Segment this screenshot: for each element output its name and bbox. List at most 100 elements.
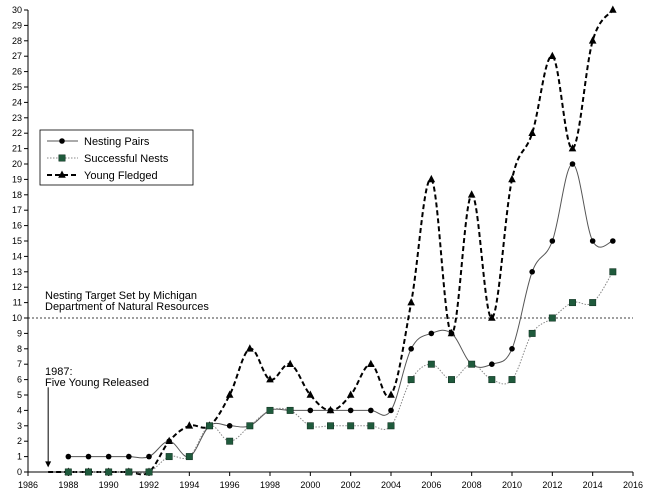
x-tick-label: 1992 <box>139 480 159 490</box>
x-tick-label: 2006 <box>421 480 441 490</box>
data-point <box>347 422 355 430</box>
data-point <box>548 314 556 322</box>
x-tick-label: 2004 <box>381 480 401 490</box>
y-tick-label: 2 <box>17 436 22 446</box>
y-tick-label: 16 <box>12 221 22 231</box>
x-tick-label: 2002 <box>341 480 361 490</box>
data-point <box>488 376 496 384</box>
target-reference-line: Nesting Target Set by MichiganDepartment… <box>28 290 633 319</box>
x-tick-label: 1988 <box>58 480 78 490</box>
data-point <box>408 346 414 352</box>
y-tick-label: 25 <box>12 82 22 92</box>
x-tick-labels: 1986 1988 1990 1992 1994 1996 1998 2000 2002 2004… <box>18 472 643 490</box>
release-annotation: 1987:Five Young Released <box>45 366 149 468</box>
data-point <box>246 344 254 352</box>
y-tick-label: 20 <box>12 159 22 169</box>
data-point <box>468 360 476 368</box>
data-point <box>266 375 274 383</box>
legend-label: Successful Nests <box>84 153 169 165</box>
x-tick-label: 2010 <box>502 480 522 490</box>
y-tick-label: 27 <box>12 51 22 61</box>
data-point <box>347 407 354 414</box>
data-point <box>65 453 72 460</box>
data-point <box>146 453 152 460</box>
data-point <box>407 298 415 306</box>
x-tick-label: 1994 <box>179 480 199 490</box>
data-point <box>549 238 556 244</box>
y-tick-label: 21 <box>12 144 22 154</box>
series-line <box>48 9 614 476</box>
series-young-fledged <box>48 5 617 476</box>
data-point <box>266 406 274 414</box>
data-point <box>427 360 435 368</box>
legend-marker <box>59 138 65 144</box>
data-point <box>568 144 577 152</box>
data-point <box>528 128 536 136</box>
data-point <box>609 268 617 276</box>
y-tick-label: 23 <box>12 113 22 123</box>
data-point <box>126 453 132 460</box>
data-point <box>368 407 374 414</box>
data-point <box>346 390 355 398</box>
y-tick-label: 7 <box>17 359 22 369</box>
data-point <box>185 421 194 429</box>
y-tick-label: 13 <box>12 267 22 277</box>
y-tick-label: 6 <box>17 375 22 385</box>
series-successful-nests <box>64 268 617 476</box>
y-tick-label: 12 <box>12 282 22 292</box>
data-point <box>105 453 112 460</box>
series-nesting-pairs <box>65 161 616 460</box>
data-point <box>225 390 234 398</box>
data-point <box>145 468 153 476</box>
x-tick-label: 1996 <box>220 480 240 490</box>
legend-label: Nesting Pairs <box>84 136 150 148</box>
data-point <box>427 174 436 183</box>
data-point <box>85 453 92 460</box>
data-point <box>610 238 616 244</box>
data-point <box>64 468 72 476</box>
y-tick-label: 22 <box>12 128 22 138</box>
y-tick-label: 8 <box>17 344 22 354</box>
y-tick-label: 19 <box>12 174 22 184</box>
y-tick-label: 0 <box>17 467 22 477</box>
target-label-line: Nesting Target Set by Michigan <box>45 290 197 302</box>
y-tick-label: 4 <box>17 405 22 415</box>
y-tick-label: 3 <box>17 421 22 431</box>
x-tick-label: 2008 <box>462 480 482 490</box>
y-tick-label: 29 <box>12 20 22 30</box>
data-point <box>165 453 173 461</box>
data-point <box>367 359 375 367</box>
data-point <box>448 330 455 337</box>
data-point <box>387 422 395 430</box>
y-tick-label: 11 <box>13 298 22 308</box>
data-point <box>467 190 476 198</box>
x-tick-label: 1986 <box>18 480 38 490</box>
data-point <box>85 468 92 476</box>
data-point <box>327 407 334 414</box>
data-point <box>529 269 535 275</box>
data-point <box>509 346 515 352</box>
data-point <box>327 422 334 430</box>
data-point <box>387 390 395 398</box>
data-point <box>367 422 375 430</box>
series-line <box>68 271 614 474</box>
data-point <box>569 161 576 167</box>
data-point <box>548 51 557 59</box>
data-point <box>206 422 213 430</box>
legend-label: Young Fledged <box>84 170 158 182</box>
data-point <box>105 468 113 476</box>
data-point <box>569 299 576 307</box>
target-label-line: Department of Natural Resources <box>45 301 209 313</box>
data-point <box>226 437 234 445</box>
y-tick-label: 30 <box>12 5 22 15</box>
legend-marker <box>58 170 66 178</box>
data-point <box>489 361 495 368</box>
x-tick-label: 1998 <box>260 480 280 490</box>
data-point <box>588 36 597 44</box>
annotation-label-line: Five Young Released <box>45 377 149 389</box>
annotation-arrow-head <box>45 461 52 468</box>
x-tick-label: 2014 <box>583 480 603 490</box>
y-tick-label: 14 <box>12 251 22 261</box>
data-point <box>185 453 193 461</box>
